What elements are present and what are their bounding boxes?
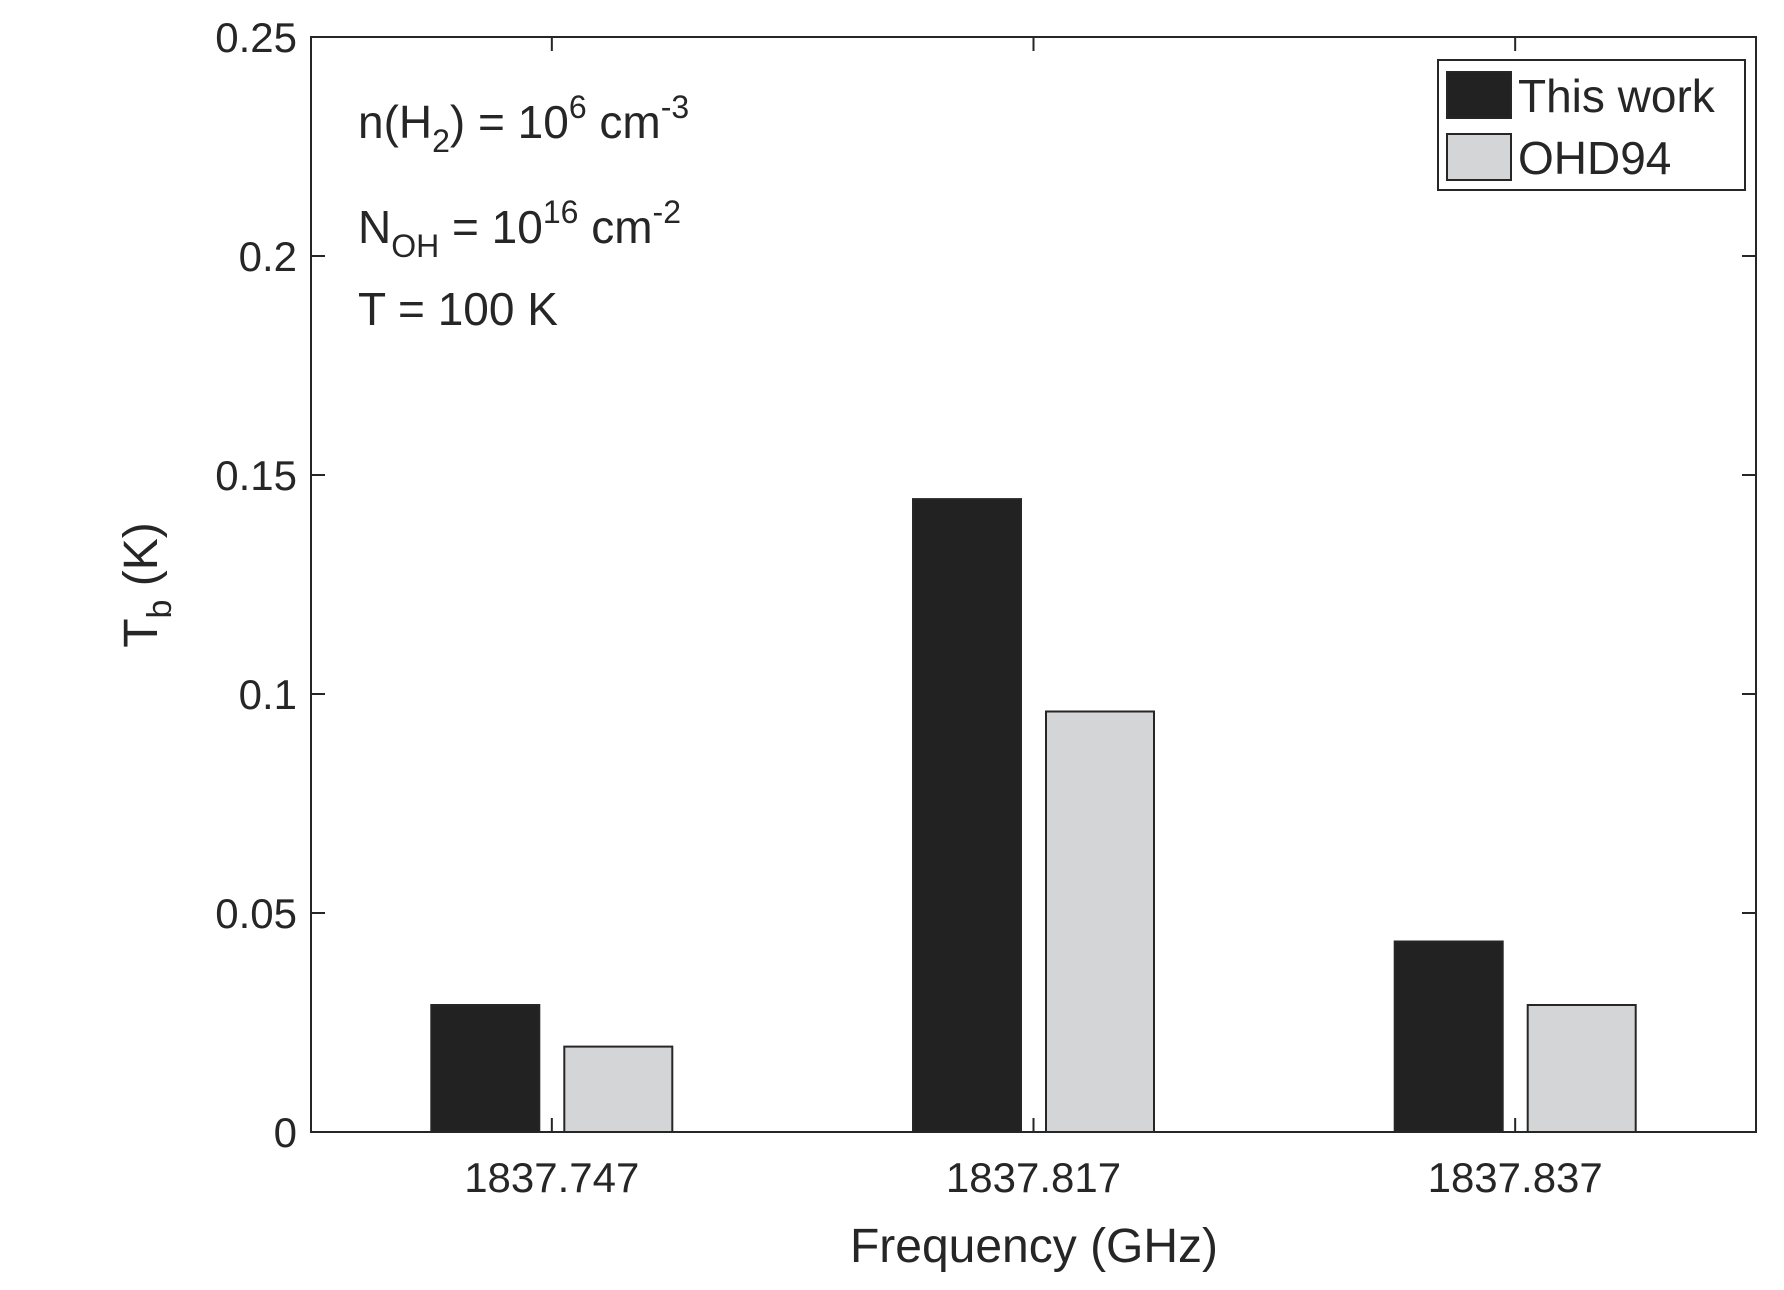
annotation-temperature: T = 100 K — [358, 283, 558, 335]
y-tick-label: 0.05 — [215, 890, 297, 937]
y-axis-title-main: T — [115, 618, 168, 647]
y-tick-label: 0.1 — [239, 671, 297, 718]
bar-ohd94-2 — [1526, 1004, 1637, 1133]
bar-this-work-0 — [430, 1004, 541, 1133]
annotation-text: ) = 10 — [450, 96, 569, 148]
plot-area — [310, 36, 1757, 1133]
y-tick-label: 0.15 — [215, 452, 297, 499]
x-axis-title: Frequency (GHz) — [850, 1220, 1218, 1273]
bar-ohd94-1 — [1045, 710, 1155, 1133]
y-tick-label: 0 — [274, 1109, 297, 1156]
legend-swatch-this-work — [1446, 71, 1512, 119]
bars-group — [430, 498, 1637, 1134]
bar-ohd94-0 — [563, 1045, 674, 1133]
annotation-text: cm — [578, 201, 652, 253]
annotation-superscript: 16 — [543, 194, 579, 230]
y-axis-title-rest: (K) — [115, 522, 168, 599]
y-tick-label: 0.2 — [239, 233, 297, 280]
y-tick-label: 0.25 — [215, 14, 297, 61]
legend-label-this-work: This work — [1518, 70, 1716, 122]
x-tick-label: 1837.837 — [1428, 1154, 1603, 1201]
x-tick-label: 1837.817 — [946, 1154, 1121, 1201]
annotation-text: cm — [587, 96, 661, 148]
annotation-superscript: -3 — [661, 89, 689, 125]
bar-this-work-2 — [1393, 940, 1504, 1133]
annotation-column-density: NOH = 1016 cm-2 — [358, 194, 681, 264]
annotation-density: n(H2) = 106 cm-3 — [358, 89, 689, 159]
y-tick-labels: 0 0.05 0.1 0.15 0.2 0.25 — [215, 14, 297, 1156]
annotation-text: = 10 — [439, 201, 543, 253]
legend: This work OHD94 — [1437, 59, 1746, 191]
annotation-superscript: 6 — [569, 89, 587, 125]
legend-swatch-ohd94 — [1446, 133, 1512, 181]
ticks-group — [311, 36, 1756, 1133]
annotation-subscript: 2 — [432, 123, 450, 159]
bar-this-work-1 — [912, 498, 1022, 1134]
legend-label-ohd94: OHD94 — [1518, 132, 1671, 184]
y-axis-title-sub: b — [141, 600, 179, 619]
annotation-superscript: -2 — [653, 194, 681, 230]
x-tick-label: 1837.747 — [464, 1154, 639, 1201]
annotation-subscript: OH — [391, 228, 439, 264]
x-tick-labels: 1837.747 1837.817 1837.837 — [464, 1154, 1603, 1201]
y-axis-title: Tb (K) — [115, 522, 179, 648]
annotation-text: N — [358, 201, 391, 253]
annotation-text: n(H — [358, 96, 432, 148]
